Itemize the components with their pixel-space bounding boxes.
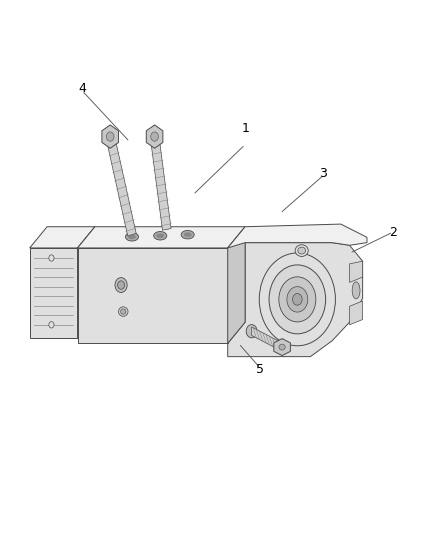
Ellipse shape — [259, 253, 336, 346]
Ellipse shape — [125, 232, 138, 241]
Polygon shape — [228, 243, 363, 357]
Ellipse shape — [295, 245, 308, 256]
Polygon shape — [350, 261, 363, 282]
Polygon shape — [350, 301, 363, 325]
Ellipse shape — [115, 278, 127, 293]
Polygon shape — [150, 136, 171, 230]
Text: 1: 1 — [241, 122, 249, 135]
Ellipse shape — [120, 309, 126, 314]
Polygon shape — [106, 135, 136, 236]
Polygon shape — [78, 227, 245, 248]
Text: 2: 2 — [389, 225, 397, 239]
Ellipse shape — [151, 132, 159, 141]
Text: 3: 3 — [319, 167, 327, 180]
Polygon shape — [228, 224, 367, 248]
Ellipse shape — [184, 232, 191, 237]
Ellipse shape — [156, 233, 164, 238]
Polygon shape — [102, 125, 119, 148]
Ellipse shape — [106, 132, 114, 141]
Ellipse shape — [279, 277, 316, 322]
Text: 4: 4 — [78, 83, 86, 95]
Ellipse shape — [117, 281, 124, 289]
Polygon shape — [228, 227, 245, 343]
Ellipse shape — [49, 255, 54, 261]
Ellipse shape — [287, 287, 308, 312]
Polygon shape — [30, 227, 95, 248]
Polygon shape — [146, 125, 163, 148]
Ellipse shape — [352, 282, 360, 299]
Text: 5: 5 — [256, 364, 265, 376]
Ellipse shape — [269, 265, 325, 334]
Polygon shape — [78, 227, 95, 338]
Ellipse shape — [279, 344, 285, 350]
Ellipse shape — [298, 247, 306, 254]
Ellipse shape — [181, 230, 194, 239]
Ellipse shape — [246, 325, 257, 338]
Ellipse shape — [118, 307, 128, 317]
Ellipse shape — [128, 235, 136, 239]
Ellipse shape — [293, 294, 302, 305]
Ellipse shape — [154, 231, 167, 240]
Polygon shape — [30, 248, 78, 338]
Polygon shape — [252, 327, 282, 351]
Ellipse shape — [49, 321, 54, 328]
Polygon shape — [274, 338, 290, 356]
Polygon shape — [78, 248, 228, 343]
